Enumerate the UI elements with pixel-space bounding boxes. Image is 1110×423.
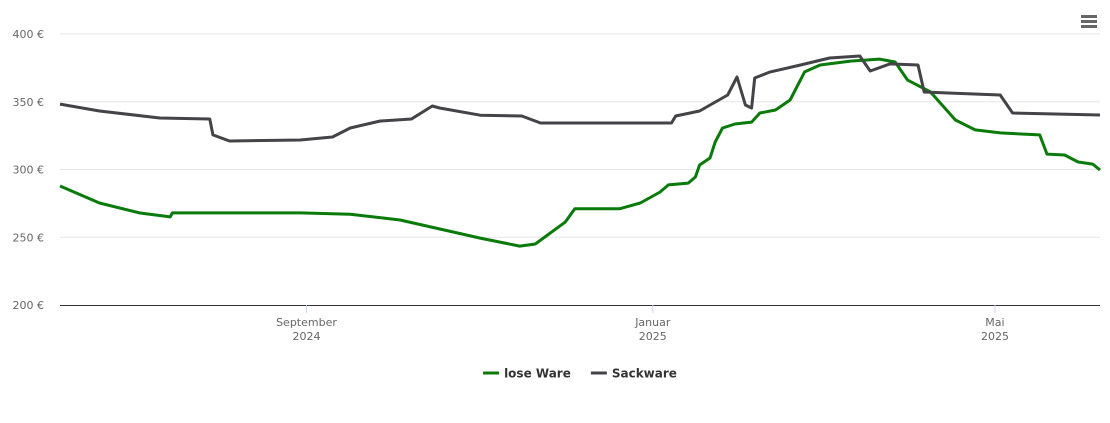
legend-item[interactable]: lose Ware [483,367,571,381]
series-line [59,57,1101,248]
y-tick-label: 350 € [13,96,45,109]
x-tick-label: Mai 2025 [981,316,1009,343]
series-line [59,54,1101,143]
menu-bar [1081,15,1097,18]
y-tick-label: 250 € [13,231,45,244]
menu-bar [1081,25,1097,28]
x-tick-label: September 2024 [276,316,337,343]
legend-label: Sackware [612,367,677,381]
legend: lose Ware Sackware [483,367,677,381]
y-tick-label: 200 € [13,299,45,312]
menu-bar [1081,20,1097,23]
x-tick-label: Januar 2025 [634,316,671,343]
y-tick-label: 300 € [13,164,45,177]
legend-label: lose Ware [504,367,571,381]
legend-item[interactable]: Sackware [590,367,677,381]
menu-button[interactable] [1080,14,1098,30]
y-tick-label: 400 € [13,28,45,41]
